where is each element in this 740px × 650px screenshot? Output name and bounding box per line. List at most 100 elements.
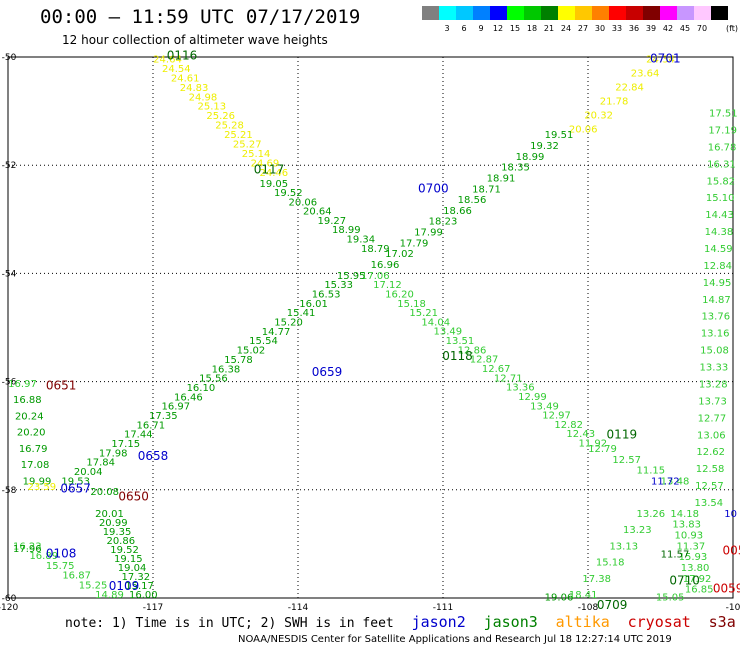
wave-height-value: 12.86 — [458, 345, 487, 356]
lat-tick-label: -50 — [2, 53, 17, 63]
pass-label: 0659 — [312, 365, 343, 379]
scale-tick-label: 15 — [509, 24, 521, 33]
legend-s3a: s3a — [708, 613, 736, 631]
wave-height-value: 18.56 — [458, 195, 487, 206]
wave-height-value: 16.00 — [129, 590, 158, 601]
wave-height-value: 17.02 — [385, 249, 414, 260]
wave-height-value: 18.99 — [332, 225, 361, 236]
scale-swatch — [592, 6, 609, 20]
pass-label: 0700 — [418, 181, 449, 195]
wave-height-value: 13.26 — [637, 509, 666, 520]
wave-height-value: 11.92 — [579, 439, 608, 450]
wave-height-value: 24.46 — [260, 168, 289, 179]
wave-height-value: 15.17 — [125, 581, 154, 592]
wave-height-value: 24.98 — [189, 92, 218, 103]
wave-height-value: 17.96 — [13, 544, 42, 555]
wave-height-value: 15.21 — [409, 308, 438, 319]
scale-swatch — [575, 6, 592, 20]
wave-height-value: 16.87 — [62, 571, 91, 582]
scale-swatch — [711, 6, 728, 20]
wave-height-value: 14.89 — [95, 590, 124, 601]
wave-height-value: 16.01 — [299, 299, 328, 310]
pass-label: 0059 — [723, 544, 740, 558]
lat-tick-label: -54 — [2, 269, 17, 279]
scale-tick-label: 45 — [679, 24, 691, 33]
scale-swatch — [507, 6, 524, 20]
note-text: note: 1) Time is in UTC; 2) SWH is in fe… — [65, 616, 394, 631]
lon-tick-label: -117 — [143, 603, 163, 613]
wave-height-value: 17.51 — [709, 109, 738, 120]
wave-height-value: 20.08 — [90, 487, 119, 498]
wave-height-value: 13.80 — [681, 563, 710, 574]
pass-label: 0108 — [46, 546, 77, 560]
wave-height-value: 15.10 — [706, 193, 735, 204]
wave-height-value: 25.21 — [224, 130, 253, 141]
wave-height-value: 13.48 — [661, 476, 690, 487]
wave-height-value: 15.18 — [397, 299, 426, 310]
wave-height-value: 24.61 — [171, 73, 200, 84]
wave-height-value: 19.15 — [114, 554, 143, 565]
wave-height-value: 16.10 — [187, 383, 216, 394]
wave-height-value: 13.54 — [695, 498, 724, 509]
wave-height-value: 15.18 — [596, 558, 625, 569]
lat-tick-label: -58 — [2, 486, 17, 496]
wave-height-value: 17.35 — [149, 411, 178, 422]
wave-height-value: 18.35 — [501, 163, 530, 174]
wave-height-value: 21.78 — [600, 97, 629, 108]
lat-tick-label: -52 — [2, 161, 17, 171]
scale-tick-label: 33 — [611, 24, 623, 33]
wave-height-value: 17.08 — [21, 460, 50, 471]
footer-credit: NOAA/NESDIS Center for Satellite Applica… — [238, 634, 672, 645]
wave-height-value: 23.59 — [28, 482, 57, 493]
scale-tick-label: 6 — [461, 24, 467, 33]
wave-height-value: 15.05 — [656, 593, 685, 604]
scale-tick-label: 30 — [594, 24, 606, 33]
wave-height-value: 12.99 — [518, 392, 547, 403]
wave-height-value: 25.26 — [206, 111, 235, 122]
wave-height-value: 18.66 — [443, 206, 472, 217]
wave-height-value: 12.57 — [612, 455, 641, 466]
scale-swatch — [643, 6, 660, 20]
footer-note: note: 1) Time is in UTC; 2) SWH is in fe… — [65, 613, 736, 631]
wave-height-value: 24.34 — [646, 54, 675, 65]
wave-height-value: 24.69 — [251, 159, 280, 170]
pass-label: 0701 — [650, 51, 681, 65]
wave-height-value: 19.35 — [103, 527, 132, 538]
wave-height-value: 18.23 — [429, 217, 458, 228]
wave-height-value: 14.43 — [705, 210, 734, 221]
wave-height-value: 15.54 — [249, 336, 278, 347]
wave-height-value: 17.79 — [400, 238, 429, 249]
wave-height-value: 20.06 — [569, 125, 598, 136]
pass-label: 0116 — [167, 49, 198, 63]
wave-height-value: 12.84 — [703, 261, 732, 272]
wave-height-value: 15.33 — [324, 280, 353, 291]
wave-height-value: 16.71 — [136, 420, 165, 431]
wave-height-value: 19.04 — [118, 563, 147, 574]
wave-height-value: 13.06 — [697, 430, 726, 441]
wave-height-value: 15.75 — [46, 561, 75, 572]
wave-height-value: 20.24 — [15, 411, 44, 422]
wave-height-value: 12.67 — [482, 364, 511, 375]
scale-tick-label: 24 — [560, 24, 572, 33]
wave-height-value: 12.71 — [494, 373, 523, 384]
lat-tick-label: -60 — [2, 594, 17, 604]
wave-height-value: 19.52 — [110, 545, 139, 556]
lat-tick-label: -56 — [2, 378, 17, 388]
pass-label: 0117 — [254, 162, 285, 176]
wave-height-value: 20.64 — [303, 207, 332, 218]
wave-height-value: 14.87 — [702, 295, 731, 306]
scale-tick-label: 39 — [645, 24, 657, 33]
wave-height-value: 16.96 — [371, 260, 400, 271]
wave-height-value: 13.13 — [609, 541, 638, 552]
wave-height-value: 12.58 — [696, 464, 725, 475]
wave-height-value: 20.86 — [106, 536, 135, 547]
wave-height-value: 17.99 — [414, 228, 443, 239]
wave-height-value: 20.04 — [74, 467, 103, 478]
wave-height-value: 18.91 — [487, 173, 516, 184]
wave-height-value: 19.06 — [545, 593, 574, 604]
wave-height-value: 16.97 — [162, 402, 191, 413]
scale-swatch — [558, 6, 575, 20]
wave-height-value: 13.28 — [699, 379, 728, 390]
wave-height-value: 16.89 — [29, 551, 58, 562]
